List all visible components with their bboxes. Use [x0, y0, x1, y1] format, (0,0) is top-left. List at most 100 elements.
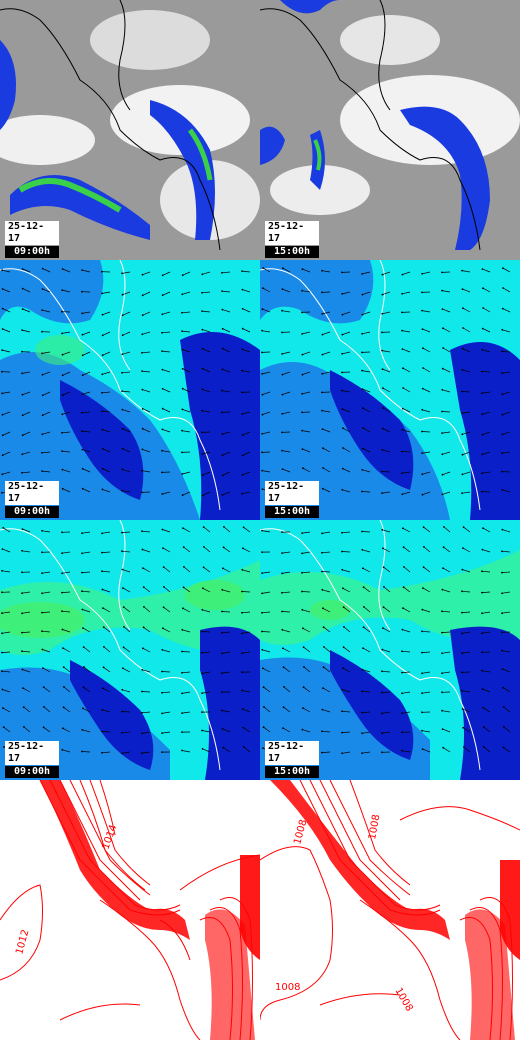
wind-vector-head — [201, 291, 203, 294]
wind-vector — [1, 670, 11, 673]
wind-vector-head — [481, 591, 483, 594]
wind-vector-head — [41, 373, 44, 376]
wind-vector — [442, 368, 451, 373]
wind-vector — [222, 471, 231, 476]
wind-vector-head — [462, 526, 465, 529]
wind-vector-head — [181, 671, 183, 674]
wind-vector — [242, 451, 251, 456]
wind-vector — [43, 706, 51, 713]
wind-vector — [442, 728, 451, 733]
wind-vector — [262, 287, 271, 293]
wind-vector — [2, 391, 11, 394]
wind-vector-head — [321, 333, 324, 336]
wind-vector-head — [21, 549, 23, 552]
wind-vector-head — [201, 494, 204, 497]
wind-vector — [361, 491, 371, 493]
wind-vector-head — [482, 706, 485, 709]
wind-vector-head — [81, 430, 83, 432]
wind-vector-head — [301, 448, 304, 450]
wind-vector — [421, 431, 431, 433]
wind-vector-head — [423, 546, 425, 548]
wind-vector — [123, 647, 131, 653]
wind-vector — [62, 268, 71, 273]
wind-vector-head — [61, 748, 64, 751]
wind-vector — [42, 391, 51, 396]
wind-vector-head — [282, 727, 284, 729]
wind-vector-head — [461, 347, 464, 350]
wind-vector — [341, 710, 351, 713]
wind-vector — [281, 591, 291, 594]
wind-vector-head — [261, 551, 263, 553]
wind-vector-head — [461, 590, 463, 593]
wind-vector — [202, 451, 211, 455]
wind-vector-head — [261, 329, 263, 332]
wind-vector — [262, 530, 271, 533]
wind-vector-head — [421, 711, 423, 714]
wind-vector-head — [141, 690, 143, 693]
wind-vector — [122, 587, 131, 593]
wind-vector-head — [501, 433, 504, 436]
wind-vector-head — [261, 351, 263, 354]
wind-vector-head — [121, 489, 123, 492]
wind-vector-head — [221, 691, 223, 693]
wind-vector — [302, 290, 311, 293]
wind-vector-head — [81, 269, 84, 271]
wind-vector-head — [341, 752, 343, 755]
wind-vector — [42, 431, 51, 435]
wind-vector — [503, 706, 511, 713]
wind-vector-head — [141, 427, 144, 430]
wind-vector-head — [101, 488, 104, 491]
wind-vector — [42, 591, 51, 594]
wind-vector — [163, 586, 171, 593]
wind-vector — [401, 650, 411, 653]
wind-vector-head — [61, 413, 64, 416]
wind-vector-head — [461, 568, 464, 571]
wind-vector-head — [241, 307, 244, 310]
wind-vector — [82, 391, 91, 395]
wind-vector — [483, 746, 491, 753]
wind-vector-head — [441, 308, 444, 310]
wind-vector-head — [481, 268, 484, 270]
wind-vector-head — [421, 493, 424, 496]
wind-vector — [462, 270, 471, 273]
wind-vector-head — [301, 373, 304, 376]
wind-vector — [482, 411, 491, 415]
wind-vector-head — [382, 566, 385, 569]
wind-vector — [382, 449, 391, 453]
wind-vector — [202, 348, 211, 353]
wind-vector-head — [441, 672, 443, 675]
wind-vector — [342, 689, 351, 693]
wind-vector — [462, 708, 471, 713]
wind-vector-head — [361, 530, 363, 533]
wind-vector-head — [421, 328, 424, 330]
wind-vector-head — [1, 569, 3, 572]
wind-vector — [282, 371, 291, 375]
wind-vector-head — [103, 646, 105, 648]
wind-vector-head — [482, 307, 484, 309]
wind-vector-head — [201, 608, 204, 611]
wind-vector-head — [281, 449, 283, 452]
wind-vector-head — [361, 351, 363, 354]
timestamp: 25-12-17 15:00h — [265, 221, 319, 258]
wind-vector-head — [281, 431, 283, 434]
wind-vector — [322, 351, 331, 355]
wind-vector-head — [261, 432, 264, 435]
wind-vector-head — [381, 492, 383, 494]
wind-vector — [442, 308, 451, 313]
wind-vector-head — [221, 610, 223, 613]
wind-vector-head — [162, 566, 165, 568]
wind-vector-head — [241, 348, 244, 351]
wind-vector-head — [362, 586, 365, 589]
wind-vector — [162, 649, 171, 653]
wind-vector-head — [102, 687, 104, 690]
wind-vector — [142, 311, 151, 316]
wind-vector — [82, 551, 91, 554]
wind-vector — [141, 691, 151, 693]
wind-vector — [362, 331, 371, 335]
wind-vector — [142, 428, 151, 433]
wind-arrows — [1, 267, 251, 497]
wind-vector-head — [121, 568, 124, 571]
wind-vector — [421, 630, 431, 633]
wind-vector — [422, 671, 431, 674]
wind-vector-head — [61, 572, 63, 575]
